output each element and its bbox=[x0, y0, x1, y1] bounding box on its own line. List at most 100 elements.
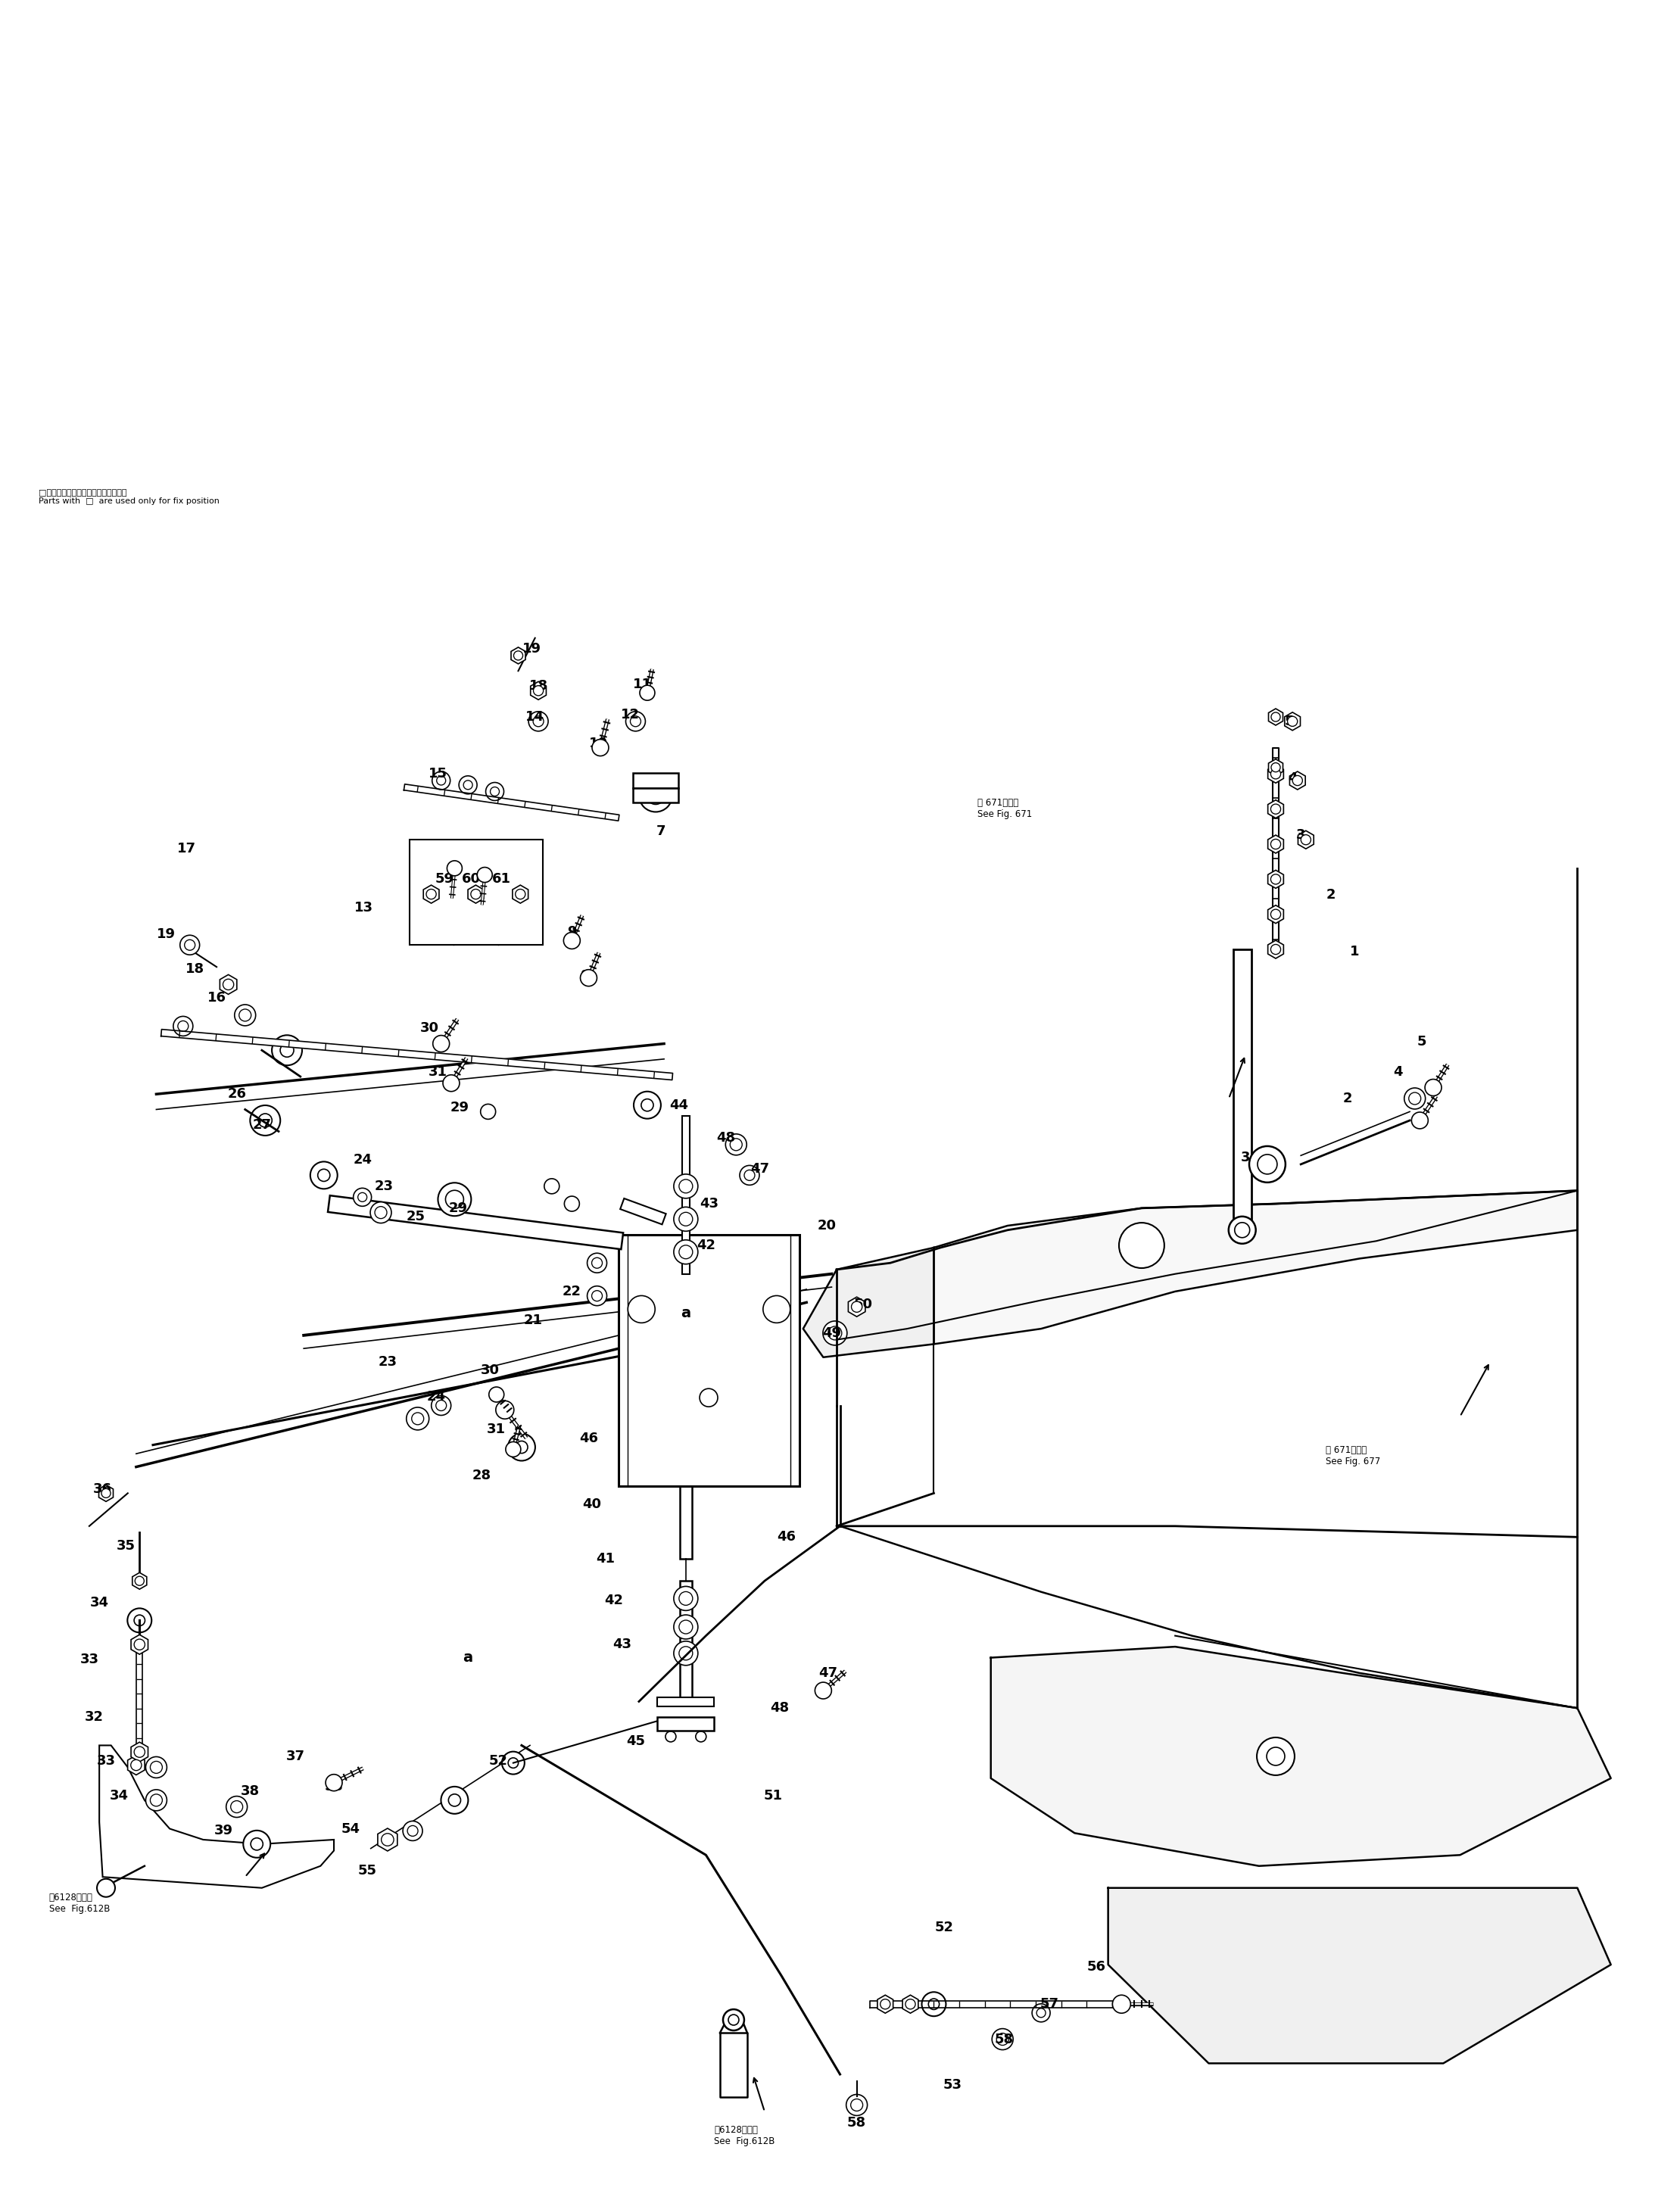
Circle shape bbox=[134, 1747, 144, 1758]
Circle shape bbox=[440, 1786, 469, 1815]
Circle shape bbox=[674, 1615, 697, 1639]
Text: 3: 3 bbox=[1242, 1151, 1250, 1164]
Text: 43: 43 bbox=[701, 1197, 719, 1211]
Circle shape bbox=[591, 740, 608, 756]
Polygon shape bbox=[870, 2001, 1126, 2008]
Circle shape bbox=[506, 1441, 521, 1457]
Text: 44: 44 bbox=[670, 1098, 689, 1112]
Circle shape bbox=[679, 1591, 692, 1606]
Circle shape bbox=[514, 650, 522, 659]
Bar bbox=[633, 773, 679, 789]
Circle shape bbox=[150, 1762, 163, 1773]
Text: 第 671図参照
See Fig. 671: 第 671図参照 See Fig. 671 bbox=[978, 798, 1032, 819]
Circle shape bbox=[588, 1252, 606, 1272]
Text: □印部品は位置決め用であり装著せず
Parts with  □  are used only for fix position: □印部品は位置決め用であり装著せず Parts with □ are used … bbox=[39, 490, 220, 505]
Polygon shape bbox=[403, 784, 620, 822]
Text: 20: 20 bbox=[816, 1219, 837, 1233]
Circle shape bbox=[272, 1035, 302, 1066]
Circle shape bbox=[647, 787, 665, 804]
Text: 19: 19 bbox=[522, 642, 541, 655]
Circle shape bbox=[674, 1239, 697, 1263]
Circle shape bbox=[679, 1619, 692, 1635]
Circle shape bbox=[491, 787, 499, 795]
Circle shape bbox=[533, 716, 544, 727]
Polygon shape bbox=[680, 1450, 692, 1560]
Circle shape bbox=[477, 868, 492, 883]
Text: 31: 31 bbox=[487, 1424, 506, 1437]
Circle shape bbox=[1272, 712, 1280, 721]
Circle shape bbox=[438, 1182, 470, 1215]
Circle shape bbox=[239, 1008, 250, 1022]
Text: 49: 49 bbox=[822, 1327, 842, 1340]
Polygon shape bbox=[1268, 905, 1284, 923]
Circle shape bbox=[250, 1839, 264, 1850]
Circle shape bbox=[370, 1202, 391, 1224]
Circle shape bbox=[1292, 776, 1302, 787]
Circle shape bbox=[101, 1490, 111, 1498]
Text: 52: 52 bbox=[934, 1920, 953, 1933]
Circle shape bbox=[134, 1639, 144, 1650]
Bar bbox=[618, 1235, 800, 1485]
Circle shape bbox=[444, 1074, 460, 1092]
Circle shape bbox=[1272, 762, 1280, 771]
Circle shape bbox=[134, 1575, 144, 1586]
Text: 48: 48 bbox=[717, 1131, 736, 1145]
Polygon shape bbox=[1268, 940, 1284, 958]
Polygon shape bbox=[1109, 1887, 1611, 2063]
Circle shape bbox=[507, 1435, 536, 1461]
Circle shape bbox=[679, 1213, 692, 1226]
Circle shape bbox=[744, 1171, 754, 1180]
Text: 34: 34 bbox=[109, 1788, 129, 1802]
Text: 19: 19 bbox=[156, 927, 176, 940]
Text: 46: 46 bbox=[776, 1531, 796, 1544]
Text: 30: 30 bbox=[420, 1022, 438, 1035]
Polygon shape bbox=[161, 1030, 672, 1081]
Text: 14: 14 bbox=[526, 710, 544, 723]
Polygon shape bbox=[220, 975, 237, 995]
Circle shape bbox=[1267, 1747, 1285, 1766]
Polygon shape bbox=[131, 1742, 148, 1762]
Circle shape bbox=[432, 771, 450, 789]
Text: 第6128図参照
See  Fig.612B: 第6128図参照 See Fig.612B bbox=[714, 2124, 774, 2146]
Text: 23: 23 bbox=[378, 1356, 396, 1369]
Circle shape bbox=[1287, 716, 1297, 727]
Polygon shape bbox=[1268, 870, 1284, 888]
Polygon shape bbox=[531, 681, 546, 699]
Circle shape bbox=[318, 1169, 329, 1182]
Circle shape bbox=[591, 1290, 603, 1301]
Circle shape bbox=[480, 1105, 496, 1118]
Circle shape bbox=[674, 1586, 697, 1610]
Text: 58: 58 bbox=[847, 2116, 867, 2129]
Polygon shape bbox=[1268, 765, 1284, 782]
Text: 50: 50 bbox=[853, 1298, 874, 1312]
Polygon shape bbox=[803, 1248, 934, 1358]
Circle shape bbox=[412, 1413, 423, 1424]
Text: 15: 15 bbox=[428, 767, 447, 780]
Text: 48: 48 bbox=[769, 1700, 790, 1716]
Polygon shape bbox=[378, 1828, 398, 1852]
Text: 55: 55 bbox=[358, 1863, 376, 1876]
Circle shape bbox=[1258, 1153, 1277, 1173]
Circle shape bbox=[1250, 1147, 1285, 1182]
Text: 29: 29 bbox=[450, 1101, 469, 1114]
Circle shape bbox=[131, 1760, 141, 1771]
Text: 52: 52 bbox=[489, 1753, 507, 1769]
Polygon shape bbox=[133, 1573, 146, 1588]
Text: 35: 35 bbox=[116, 1540, 136, 1553]
Text: 42: 42 bbox=[605, 1593, 623, 1608]
Polygon shape bbox=[512, 885, 528, 903]
Circle shape bbox=[640, 685, 655, 701]
Text: 4: 4 bbox=[1393, 1066, 1403, 1079]
Circle shape bbox=[311, 1162, 338, 1189]
Text: 9: 9 bbox=[568, 925, 576, 938]
Text: 41: 41 bbox=[596, 1551, 615, 1566]
Text: 47: 47 bbox=[818, 1665, 838, 1681]
Circle shape bbox=[459, 776, 477, 793]
Circle shape bbox=[244, 1830, 270, 1859]
Circle shape bbox=[507, 1758, 519, 1769]
Circle shape bbox=[638, 778, 672, 813]
Circle shape bbox=[128, 1608, 151, 1632]
Circle shape bbox=[223, 980, 234, 991]
Text: 18: 18 bbox=[529, 679, 548, 692]
Circle shape bbox=[1270, 910, 1280, 918]
